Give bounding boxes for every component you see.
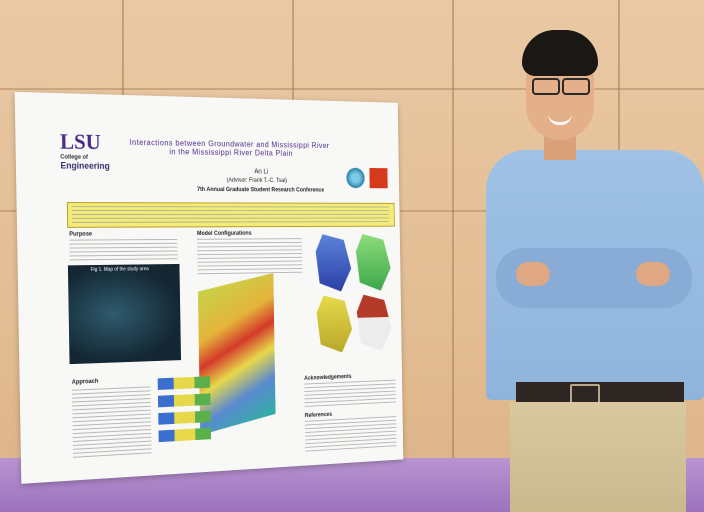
chart-strip — [159, 428, 212, 442]
approach-text — [72, 386, 152, 458]
chart-strip — [158, 411, 211, 425]
section-acknowledgements: Acknowledgements — [304, 374, 351, 382]
model-text — [197, 238, 302, 277]
louisiana-logo — [369, 168, 387, 188]
belt — [516, 382, 684, 402]
purpose-text — [69, 239, 177, 263]
cross-section-charts — [158, 376, 212, 459]
study-area-map — [68, 264, 181, 364]
chart-strip — [158, 376, 211, 390]
references-text — [305, 416, 397, 452]
lsu-logo: LSU College of Engineering — [60, 129, 110, 171]
section-approach: Approach — [72, 379, 99, 386]
poster-author: An Li — [208, 168, 312, 176]
chart-strip — [158, 393, 211, 407]
abstract-text — [72, 206, 389, 224]
belt-buckle — [570, 384, 600, 404]
study-area-caption: Fig 1. Map of the study area — [91, 266, 149, 273]
map-figure-red — [357, 294, 392, 352]
hand — [636, 262, 670, 286]
khaki-pants — [510, 402, 686, 512]
glasses-icon — [532, 78, 588, 92]
poster-title: Interactions between Groundwater and Mis… — [128, 138, 331, 158]
section-model: Model Configurations — [197, 231, 252, 237]
map-figure-green — [356, 234, 391, 291]
map-figure-blue — [315, 234, 351, 292]
map-figure-yellow — [316, 295, 352, 353]
section-references: References — [305, 412, 332, 419]
research-poster: LSU College of Engineering Interactions … — [15, 92, 404, 484]
acknowledgements-text — [304, 380, 396, 408]
hair — [522, 30, 598, 76]
section-purpose: Purpose — [69, 232, 92, 238]
abstract-box — [67, 202, 395, 228]
poster-conference: 7th Annual Graduate Student Research Con… — [191, 187, 330, 193]
hand — [516, 262, 550, 286]
student-presenter — [486, 30, 704, 512]
wall-seam — [452, 0, 454, 480]
seal-logo — [346, 168, 365, 188]
poster-advisor: (Advisor: Frank T.-C. Tsai) — [191, 177, 322, 184]
